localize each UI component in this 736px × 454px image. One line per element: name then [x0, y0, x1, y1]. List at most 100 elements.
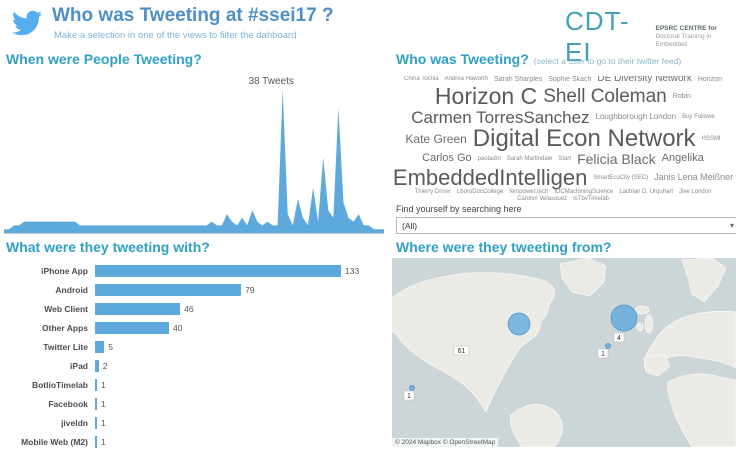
user-word[interactable]: Angelika [661, 152, 704, 165]
bar[interactable] [95, 397, 97, 410]
landmass-north-america [392, 272, 555, 413]
bar-row: BotlioTimelab 1 [4, 375, 384, 394]
landmass-africa [667, 373, 736, 447]
bar-value: 1 [101, 436, 106, 447]
bar[interactable] [95, 302, 181, 315]
section-title-who-text: Who was Tweeting? [396, 51, 529, 67]
bar[interactable] [95, 378, 97, 391]
user-word[interactable]: Digital Econ Network [472, 125, 696, 153]
user-word[interactable]: fempower.tech [509, 189, 549, 196]
bar[interactable] [95, 321, 169, 334]
user-word[interactable]: paoladm [477, 155, 501, 162]
section-title-where: Where were they tweeting from? [396, 239, 612, 255]
user-word[interactable]: Robin [672, 92, 692, 100]
bar-value: 1 [101, 398, 106, 409]
bar-category-label: iPad [70, 360, 88, 371]
user-word[interactable]: Carmen TorresSanchez [411, 107, 590, 127]
cdt-ei-logo-text: CDT-EI [565, 6, 630, 67]
time-series-area[interactable] [4, 89, 384, 234]
bar[interactable] [95, 340, 105, 353]
bar-value: 133 [345, 265, 360, 276]
bar-category-label: BotlioTimelab [31, 379, 88, 390]
tweet-location-map[interactable]: 61 1 4 1 © 2024 Mapbox © OpenStreetMap [392, 258, 736, 447]
landmass-scandinavia [681, 258, 727, 303]
user-word[interactable]: Loughborough London [595, 112, 677, 122]
map-bubble[interactable] [605, 343, 611, 349]
chevron-down-icon: ▾ [729, 221, 734, 230]
landmass-iceland [634, 305, 650, 315]
bar-row: Other Apps 40 [4, 318, 384, 337]
map-label: 4 [617, 335, 621, 342]
user-word[interactable]: Lachlan D. Urquhart [619, 189, 674, 196]
map-bubble[interactable] [610, 304, 638, 332]
dropdown-selected-value: (All) [402, 220, 418, 231]
section-title-when: When were People Tweeting? [6, 51, 202, 67]
bar-category-label: Facebook [48, 398, 88, 409]
user-word[interactable]: Kate Green [405, 131, 467, 146]
map-svg: 61 1 4 1 [392, 258, 736, 447]
search-label: Find yourself by searching here [396, 204, 522, 214]
time-series-chart[interactable]: 38 Tweets [4, 76, 384, 234]
user-word[interactable]: Sophie Skach [548, 76, 592, 83]
user-word[interactable]: Sarah Martindale [506, 155, 553, 162]
user-word[interactable]: Sarah Sharples [493, 76, 543, 83]
cdt-ei-logo: CDT-EI EPSRC CENTRE for Doctoral Trainin… [565, 6, 736, 68]
user-word[interactable]: Jive London [679, 189, 712, 196]
user-search-dropdown[interactable]: (All) ▾ [396, 217, 736, 234]
user-word[interactable]: HSSMI [701, 135, 721, 142]
user-word[interactable]: Carolyn Velasquez [517, 195, 568, 200]
twitter-icon[interactable] [12, 8, 43, 38]
page-subtitle: Make a selection in one of the views to … [54, 30, 297, 41]
bar[interactable] [95, 283, 242, 296]
bar-row: iPhone App 133 [4, 261, 384, 280]
user-word[interactable]: Janis Lena Meißner [654, 172, 734, 183]
user-word[interactable]: Felicia Black [577, 150, 656, 167]
user-word[interactable]: EmbeddedIntelligen [392, 165, 588, 191]
user-word[interactable]: Shell Coleman [543, 85, 667, 107]
user-word[interactable]: Thierry Driver [414, 189, 451, 196]
section-hint-who: (select a user to go to their twitter fe… [533, 56, 682, 66]
device-bar-chart: iPhone App 133 Android 79 Web Client 46 Other … [4, 261, 384, 451]
bar-value: 5 [108, 341, 113, 352]
bar[interactable] [95, 416, 97, 429]
bar-value: 1 [101, 417, 106, 428]
map-bubble[interactable] [409, 385, 415, 391]
user-word[interactable]: LboroDocCollege [456, 189, 504, 196]
bar-category-label: Android [55, 284, 88, 295]
user-word[interactable]: Carlos Go [422, 152, 472, 165]
bar-row: Mobile Web (M2) 1 [4, 432, 384, 451]
page-title: Who was Tweeting at #ssei17 ? [52, 5, 334, 26]
user-word[interactable]: DE Diversity Network [597, 76, 692, 84]
user-word[interactable]: IsTbyTimelab [573, 195, 609, 200]
dashboard-header: Who was Tweeting at #ssei17 ? Make a sel… [0, 0, 736, 67]
bar-category-label: Other Apps [42, 322, 88, 333]
bar[interactable] [95, 264, 342, 277]
landmass-iberia [643, 353, 671, 377]
bar-value: 2 [102, 360, 108, 371]
map-label: 61 [458, 348, 466, 355]
bar-row: Twitter Lite 5 [4, 337, 384, 356]
logo-subtext-line1: EPSRC CENTRE for [655, 24, 717, 32]
user-word[interactable]: Horizon [697, 76, 722, 83]
bar-category-label: iPhone App [41, 265, 88, 276]
section-title-who: Who was Tweeting? (select a user to go to… [396, 51, 681, 67]
map-label-box [613, 332, 625, 343]
map-bubble[interactable] [507, 312, 531, 336]
user-word[interactable]: Start [558, 155, 572, 162]
bar-row: jiveldn 1 [4, 413, 384, 432]
bar[interactable] [95, 435, 97, 448]
user-word[interactable]: Andrea Haworth [444, 76, 488, 83]
user-word[interactable]: Buy Followe [682, 114, 715, 121]
user-word[interactable]: SmartEcoCity (SEC) [593, 174, 649, 181]
map-label: 1 [407, 393, 411, 400]
user-word[interactable]: China Tochia [403, 76, 439, 83]
user-word[interactable]: Horizon C [434, 83, 538, 110]
bar[interactable] [95, 359, 99, 372]
user-word[interactable]: IDCMachiningScience [554, 189, 614, 196]
map-attribution[interactable]: © 2024 Mapbox © OpenStreetMap [392, 438, 499, 447]
bar-row: iPad 2 [4, 356, 384, 375]
landmass-greenland [559, 258, 607, 297]
bar-value: 79 [245, 284, 255, 295]
bar-category-label: Web Client [44, 303, 88, 314]
bar-value: 40 [173, 322, 183, 333]
